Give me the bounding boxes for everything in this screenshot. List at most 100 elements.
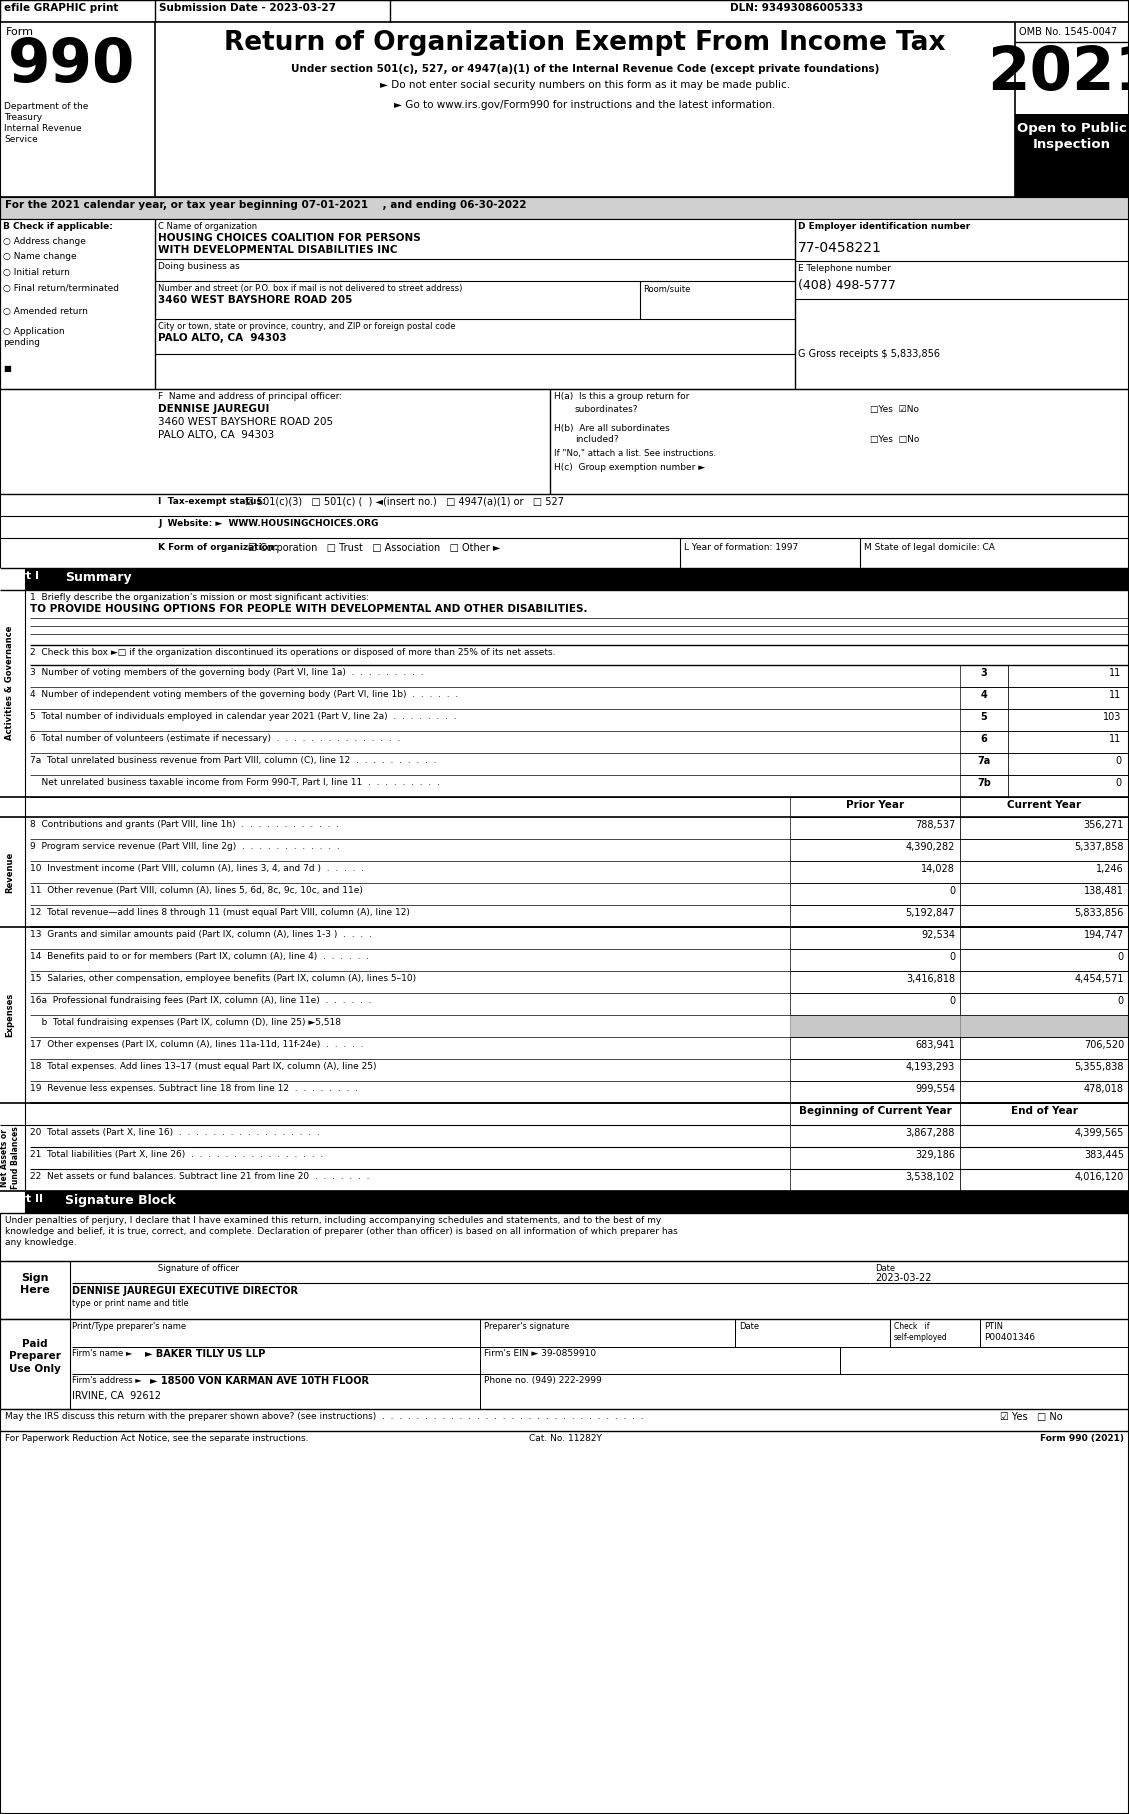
Text: 4,454,571: 4,454,571 [1075, 974, 1124, 983]
Bar [960, 862, 1129, 883]
Text: 15  Salaries, other compensation, employee benefits (Part IX, column (A), lines : 15 Salaries, other compensation, employe… [30, 974, 417, 983]
Bar [960, 1103, 1129, 1125]
Text: Date: Date [875, 1264, 895, 1273]
Text: F  Name and address of principal officer:: F Name and address of principal officer: [158, 392, 342, 401]
Text: End of Year: End of Year [1010, 1107, 1077, 1116]
Text: 103: 103 [1103, 713, 1121, 722]
Text: 77-0458221: 77-0458221 [798, 241, 882, 256]
Text: Form: Form [6, 27, 34, 36]
Text: 3,867,288: 3,867,288 [905, 1128, 955, 1137]
Text: DLN: 93493086005333: DLN: 93493086005333 [730, 4, 864, 13]
Text: 0: 0 [1118, 996, 1124, 1007]
Bar [790, 883, 960, 905]
Bar [960, 905, 1129, 927]
Bar [960, 731, 1008, 753]
Text: Print/Type preparer's name: Print/Type preparer's name [72, 1322, 186, 1331]
Text: 138,481: 138,481 [1084, 885, 1124, 896]
Bar [960, 688, 1008, 709]
Bar [960, 927, 1129, 949]
Text: Under section 501(c), 527, or 4947(a)(1) of the Internal Revenue Code (except pr: Under section 501(c), 527, or 4947(a)(1)… [291, 63, 879, 74]
Text: M State of legal domicile: CA: M State of legal domicile: CA [864, 542, 995, 551]
Text: Doing business as: Doing business as [158, 261, 239, 270]
Text: B Check if applicable:: B Check if applicable: [3, 221, 113, 230]
Text: City or town, state or province, country, and ZIP or foreign postal code: City or town, state or province, country… [158, 323, 455, 330]
Text: 0: 0 [1114, 778, 1121, 787]
Text: ► BAKER TILLY US LLP: ► BAKER TILLY US LLP [145, 1350, 265, 1359]
Bar [960, 883, 1129, 905]
Text: 4  Number of independent voting members of the governing body (Part VI, line 1b): 4 Number of independent voting members o… [30, 689, 458, 698]
Text: 12  Total revenue—add lines 8 through 11 (must equal Part VIII, column (A), line: 12 Total revenue—add lines 8 through 11 … [30, 909, 410, 918]
Text: 18  Total expenses. Add lines 13–17 (must equal Part IX, column (A), line 25): 18 Total expenses. Add lines 13–17 (must… [30, 1061, 376, 1070]
Text: 5,355,838: 5,355,838 [1075, 1061, 1124, 1072]
Text: ■: ■ [3, 365, 11, 374]
Text: (408) 498-5777: (408) 498-5777 [798, 279, 896, 292]
Bar [790, 816, 960, 840]
Text: Signature Block: Signature Block [65, 1194, 176, 1206]
Bar [960, 1168, 1129, 1192]
Text: 706,520: 706,520 [1084, 1039, 1124, 1050]
Bar [960, 840, 1129, 862]
Bar [790, 1146, 960, 1168]
Bar [0, 1261, 70, 1319]
Text: Part II: Part II [5, 1194, 43, 1204]
Bar [790, 840, 960, 862]
Text: 194,747: 194,747 [1084, 931, 1124, 940]
Text: Firm's name ►: Firm's name ► [72, 1350, 132, 1359]
Text: Preparer's signature: Preparer's signature [484, 1322, 569, 1331]
Text: 10  Investment income (Part VIII, column (A), lines 3, 4, and 7d )  .  .  .  .  : 10 Investment income (Part VIII, column … [30, 863, 365, 873]
Bar [790, 927, 960, 949]
Bar [1008, 753, 1129, 775]
Bar [1008, 709, 1129, 731]
Text: □Yes  □No: □Yes □No [870, 435, 919, 444]
Text: Date: Date [739, 1322, 759, 1331]
Text: 7b: 7b [977, 778, 991, 787]
Text: 3,538,102: 3,538,102 [905, 1172, 955, 1183]
Bar [790, 796, 960, 816]
Text: Beginning of Current Year: Beginning of Current Year [798, 1107, 952, 1116]
Text: ► Go to www.irs.gov/Form990 for instructions and the latest information.: ► Go to www.irs.gov/Form990 for instruct… [394, 100, 776, 111]
Text: TO PROVIDE HOUSING OPTIONS FOR PEOPLE WITH DEVELOPMENTAL AND OTHER DISABILITIES.: TO PROVIDE HOUSING OPTIONS FOR PEOPLE WI… [30, 604, 587, 613]
Bar [1008, 775, 1129, 796]
Bar [790, 1103, 960, 1125]
Text: 0: 0 [1114, 756, 1121, 766]
Text: Net unrelated business taxable income from Form 990-T, Part I, line 11  .  .  . : Net unrelated business taxable income fr… [30, 778, 440, 787]
Text: 8  Contributions and grants (Part VIII, line 1h)  .  .  .  .  .  .  .  .  .  .  : 8 Contributions and grants (Part VIII, l… [30, 820, 339, 829]
Text: 22  Net assets or fund balances. Subtract line 21 from line 20  .  .  .  .  .  .: 22 Net assets or fund balances. Subtract… [30, 1172, 369, 1181]
Bar [960, 949, 1129, 970]
Text: Department of the
Treasury
Internal Revenue
Service: Department of the Treasury Internal Reve… [5, 102, 88, 145]
Text: Form 990 (2021): Form 990 (2021) [1040, 1435, 1124, 1442]
Text: 2021: 2021 [987, 44, 1129, 103]
Text: ○ Address change: ○ Address change [3, 238, 86, 247]
Text: 4,399,565: 4,399,565 [1075, 1128, 1124, 1137]
Bar [790, 862, 960, 883]
Text: 383,445: 383,445 [1084, 1150, 1124, 1159]
Text: subordinates?: subordinates? [575, 405, 639, 414]
Text: ○ Final return/terminated: ○ Final return/terminated [3, 285, 119, 294]
Bar [960, 1059, 1129, 1081]
Text: HOUSING CHOICES COALITION FOR PERSONS: HOUSING CHOICES COALITION FOR PERSONS [158, 232, 421, 243]
Bar [960, 666, 1008, 688]
Text: Phone no. (949) 222-2999: Phone no. (949) 222-2999 [484, 1377, 602, 1386]
Text: Check   if
self-employed: Check if self-employed [894, 1322, 947, 1342]
Text: 11: 11 [1109, 735, 1121, 744]
Text: P00401346: P00401346 [984, 1333, 1035, 1342]
Text: Net Assets or
Fund Balances: Net Assets or Fund Balances [0, 1126, 19, 1190]
Bar [960, 970, 1129, 992]
Text: 478,018: 478,018 [1084, 1085, 1124, 1094]
Bar [960, 816, 1129, 840]
Text: DENNISE JAUREGUI: DENNISE JAUREGUI [158, 405, 270, 414]
Text: Expenses: Expenses [6, 992, 15, 1038]
Text: ► Do not enter social security numbers on this form as it may be made public.: ► Do not enter social security numbers o… [380, 80, 790, 91]
Text: Sign
Here: Sign Here [20, 1273, 50, 1295]
Bar [960, 1038, 1129, 1059]
Bar [0, 568, 25, 1214]
Text: Prior Year: Prior Year [846, 800, 904, 811]
Text: 7a: 7a [978, 756, 990, 766]
Text: I  Tax-exempt status:: I Tax-exempt status: [158, 497, 265, 506]
Text: 11: 11 [1109, 668, 1121, 678]
Bar [0, 22, 1129, 198]
Text: 9  Program service revenue (Part VIII, line 2g)  .  .  .  .  .  .  .  .  .  .  .: 9 Program service revenue (Part VIII, li… [30, 842, 340, 851]
Bar [0, 1319, 70, 1409]
Text: 3: 3 [981, 668, 988, 678]
Bar [960, 753, 1008, 775]
